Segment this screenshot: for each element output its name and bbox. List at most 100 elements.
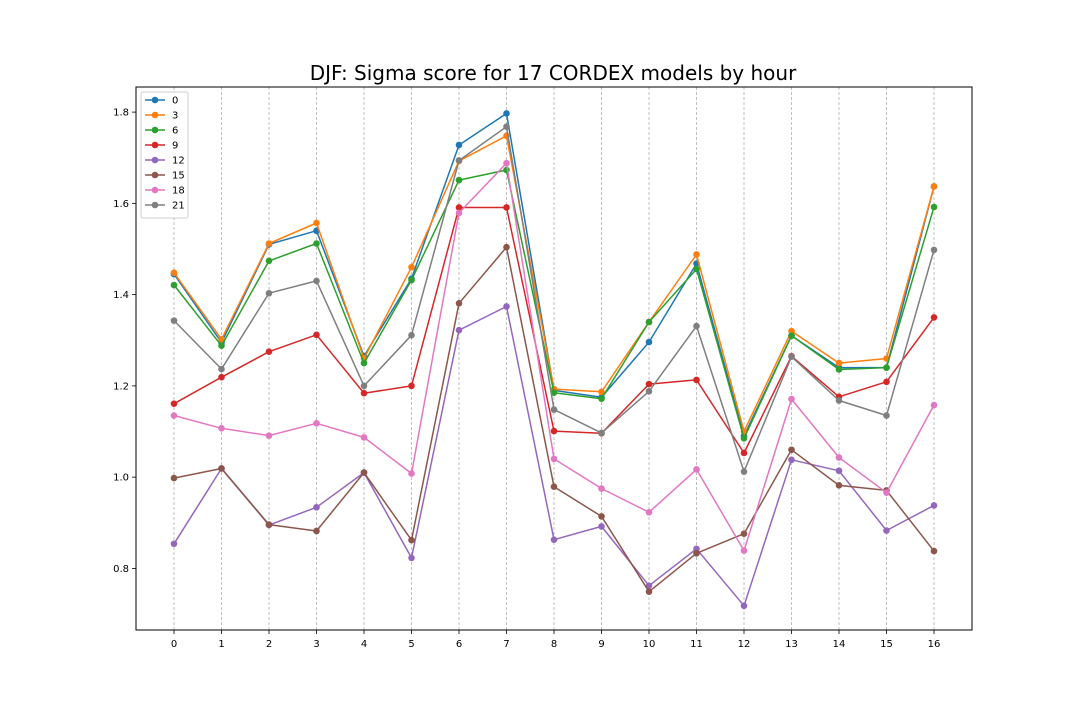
legend-marker bbox=[151, 156, 159, 164]
data-point bbox=[883, 527, 890, 534]
data-point bbox=[218, 373, 225, 381]
data-point bbox=[265, 257, 273, 265]
data-point bbox=[360, 359, 368, 367]
data-point bbox=[788, 395, 795, 403]
data-point bbox=[645, 588, 653, 595]
data-point bbox=[218, 342, 225, 350]
series-3 bbox=[170, 132, 938, 435]
data-point bbox=[360, 389, 368, 397]
data-point bbox=[598, 513, 605, 520]
legend-marker bbox=[151, 201, 159, 209]
chart-title: DJF: Sigma score for 17 CORDEX models by… bbox=[310, 61, 797, 85]
data-point bbox=[930, 502, 938, 509]
data-point bbox=[645, 388, 653, 395]
data-point bbox=[408, 382, 415, 390]
x-tick-label: 6 bbox=[456, 639, 462, 650]
data-point bbox=[265, 348, 273, 355]
x-tick-label: 14 bbox=[833, 639, 846, 650]
data-point bbox=[265, 432, 273, 439]
x-tick-label: 12 bbox=[738, 639, 751, 650]
series-9 bbox=[170, 204, 938, 457]
y-tick-label: 1.6 bbox=[113, 199, 129, 210]
data-point bbox=[645, 582, 653, 590]
data-point bbox=[408, 554, 415, 562]
data-point bbox=[218, 425, 225, 432]
data-point bbox=[408, 263, 415, 271]
data-point bbox=[740, 602, 748, 610]
x-tick-label: 16 bbox=[928, 639, 941, 650]
legend-label: 9 bbox=[172, 141, 178, 152]
data-point bbox=[503, 303, 510, 310]
data-point bbox=[550, 389, 558, 397]
data-point bbox=[550, 427, 558, 435]
data-point bbox=[598, 429, 605, 437]
legend-label: 12 bbox=[172, 156, 185, 167]
x-tick-label: 8 bbox=[551, 639, 557, 650]
data-point bbox=[170, 400, 178, 407]
legend-item: 18 bbox=[145, 186, 185, 197]
data-point bbox=[835, 454, 843, 461]
data-point bbox=[313, 503, 320, 511]
x-tick-label: 2 bbox=[266, 639, 272, 650]
y-tick-label: 1.0 bbox=[113, 473, 129, 484]
data-point bbox=[360, 434, 368, 441]
x-tick-label: 3 bbox=[313, 639, 319, 650]
x-tick-label: 9 bbox=[598, 639, 604, 650]
data-point bbox=[835, 397, 843, 404]
x-tick-label: 7 bbox=[503, 639, 509, 650]
legend-item: 21 bbox=[145, 201, 185, 212]
data-point bbox=[930, 246, 938, 254]
data-point bbox=[455, 299, 463, 307]
data-point bbox=[313, 419, 320, 427]
data-point bbox=[313, 331, 320, 339]
data-point bbox=[693, 550, 700, 557]
data-point bbox=[930, 183, 938, 190]
x-tick-label: 13 bbox=[785, 639, 798, 650]
data-point bbox=[170, 412, 178, 419]
data-point bbox=[360, 382, 368, 390]
data-point bbox=[503, 159, 510, 167]
data-point bbox=[788, 456, 795, 464]
series-15 bbox=[170, 243, 938, 595]
data-point bbox=[598, 523, 605, 530]
data-point bbox=[835, 482, 843, 489]
legend-label: 15 bbox=[172, 171, 185, 182]
legend: 0 3 6 9 12 15 18 21 bbox=[140, 91, 189, 219]
y-tick-label: 1.4 bbox=[113, 290, 129, 301]
legend-marker bbox=[151, 186, 159, 194]
data-point bbox=[930, 547, 938, 555]
data-point bbox=[170, 474, 178, 482]
data-point bbox=[788, 332, 795, 339]
data-point bbox=[930, 401, 938, 409]
data-point bbox=[550, 406, 558, 413]
data-point bbox=[693, 466, 700, 473]
y-tick-label: 0.8 bbox=[113, 564, 129, 575]
data-point bbox=[455, 209, 463, 217]
data-point bbox=[170, 317, 178, 324]
data-point bbox=[455, 157, 463, 164]
data-point bbox=[503, 243, 510, 251]
data-point bbox=[550, 483, 558, 491]
legend-label: 18 bbox=[172, 186, 185, 197]
data-point bbox=[550, 455, 558, 463]
data-point bbox=[408, 536, 415, 544]
legend-label: 6 bbox=[172, 126, 178, 137]
x-tick-label: 4 bbox=[361, 639, 367, 650]
data-point bbox=[265, 521, 273, 528]
legend-label: 21 bbox=[172, 201, 185, 212]
data-point bbox=[455, 326, 463, 334]
data-point bbox=[503, 110, 510, 117]
data-point bbox=[930, 314, 938, 321]
data-point bbox=[503, 123, 510, 130]
x-tick-label: 11 bbox=[690, 639, 703, 650]
data-point bbox=[693, 376, 700, 384]
data-point bbox=[645, 508, 653, 516]
data-point bbox=[170, 281, 178, 289]
legend-item: 15 bbox=[145, 171, 185, 182]
data-point bbox=[408, 331, 415, 339]
data-point bbox=[645, 318, 653, 326]
data-point bbox=[313, 527, 320, 535]
legend-item: 12 bbox=[145, 156, 185, 167]
data-point bbox=[788, 446, 795, 454]
data-point bbox=[550, 536, 558, 543]
